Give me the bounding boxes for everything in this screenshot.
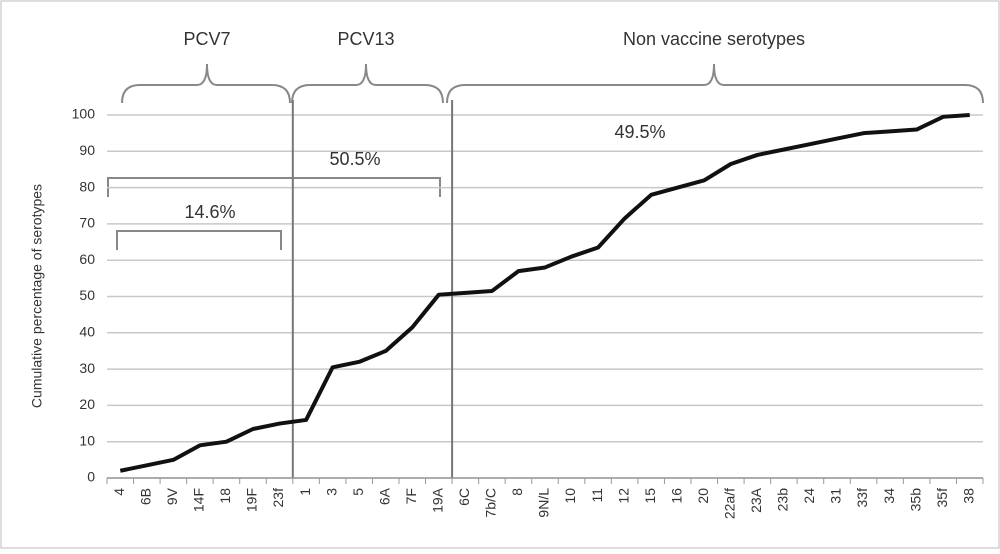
x-tick-label: 24: [801, 488, 817, 504]
x-tick-label: 6B: [138, 488, 154, 505]
x-tick-label: 38: [960, 488, 976, 504]
x-tick-label: 23f: [270, 488, 286, 508]
x-tick-label: 18: [217, 488, 233, 504]
x-tick-label: 15: [642, 488, 658, 504]
x-tick-label: 14F: [191, 488, 207, 512]
x-tick-label: 33f: [854, 488, 870, 508]
x-tick-label: 23b: [775, 488, 791, 512]
brace: [446, 63, 984, 104]
y-tick-label: 60: [79, 251, 95, 267]
annotation: 14.6%: [184, 202, 235, 222]
y-tick-label: 50: [79, 287, 95, 303]
x-tick-label: 9V: [164, 487, 180, 505]
y-tick-label: 30: [79, 360, 95, 376]
y-tick-label: 80: [79, 178, 95, 194]
x-tick-label: 31: [828, 488, 844, 504]
y-tick-label: 40: [79, 324, 95, 340]
y-tick-label: 90: [79, 142, 95, 158]
x-tick-label: 23A: [748, 487, 764, 513]
x-tick-label: 8: [509, 488, 525, 496]
x-tick-label: 16: [668, 488, 684, 504]
x-tick-label: 19A: [430, 487, 446, 513]
y-tick-label: 10: [79, 432, 95, 448]
y-axis-label: Cumulative percentage of serotypes: [29, 184, 45, 408]
x-tick-label: 6A: [376, 487, 392, 505]
x-tick-label: 5: [350, 488, 366, 496]
x-tick-label: 1: [297, 488, 313, 496]
group-label: PCV7: [183, 29, 230, 49]
x-tick-label: 10: [562, 488, 578, 504]
x-tick-label: 20: [695, 488, 711, 504]
x-tick-label: 11: [589, 488, 605, 503]
x-tick-label: 34: [881, 488, 897, 504]
x-tick-label: 19F: [244, 488, 260, 512]
x-tick-label: 4: [111, 488, 127, 496]
y-tick-label: 20: [79, 396, 95, 412]
y-tick-label: 70: [79, 215, 95, 231]
group-label: PCV13: [337, 29, 394, 49]
annotation: 49.5%: [614, 122, 665, 142]
x-tick-label: 7b/C: [483, 488, 499, 518]
x-tick-label: 9N/L: [536, 488, 552, 518]
y-tick-label: 0: [87, 469, 95, 485]
x-tick-label: 6C: [456, 488, 472, 506]
brace: [291, 63, 444, 104]
brace: [121, 63, 291, 104]
annotation: 50.5%: [329, 149, 380, 169]
y-tick-label: 100: [72, 106, 96, 122]
x-tick-label: 35f: [934, 488, 950, 508]
line: [119, 113, 970, 473]
group-label: Non vaccine serotypes: [623, 29, 805, 49]
x-tick-label: 22a/f: [722, 488, 738, 519]
x-tick-label: 3: [323, 488, 339, 496]
bracket: [116, 230, 282, 250]
x-tick-label: 7F: [403, 488, 419, 504]
x-tick-label: 12: [615, 488, 631, 504]
x-tick-label: 35b: [907, 488, 923, 512]
